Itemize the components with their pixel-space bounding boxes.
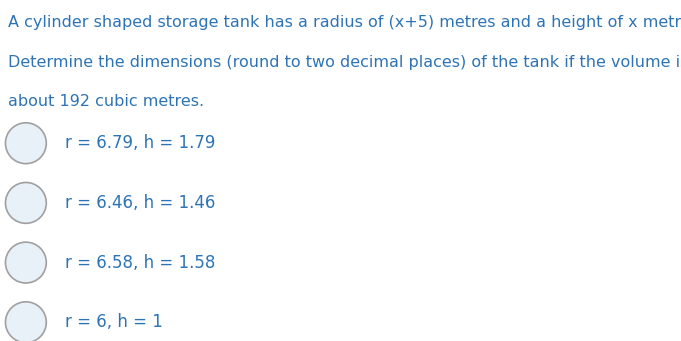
Text: r = 6.58, h = 1.58: r = 6.58, h = 1.58: [65, 254, 215, 271]
Text: A cylinder shaped storage tank has a radius of (x+5) metres and a height of x me: A cylinder shaped storage tank has a rad…: [8, 15, 681, 30]
Ellipse shape: [5, 182, 46, 223]
Ellipse shape: [5, 242, 46, 283]
Text: r = 6.46, h = 1.46: r = 6.46, h = 1.46: [65, 194, 215, 212]
Ellipse shape: [5, 302, 46, 341]
Ellipse shape: [5, 123, 46, 164]
Text: r = 6, h = 1: r = 6, h = 1: [65, 313, 163, 331]
Text: Determine the dimensions (round to two decimal places) of the tank if the volume: Determine the dimensions (round to two d…: [8, 55, 681, 70]
Text: about 192 cubic metres.: about 192 cubic metres.: [8, 94, 204, 109]
Text: r = 6.79, h = 1.79: r = 6.79, h = 1.79: [65, 134, 215, 152]
